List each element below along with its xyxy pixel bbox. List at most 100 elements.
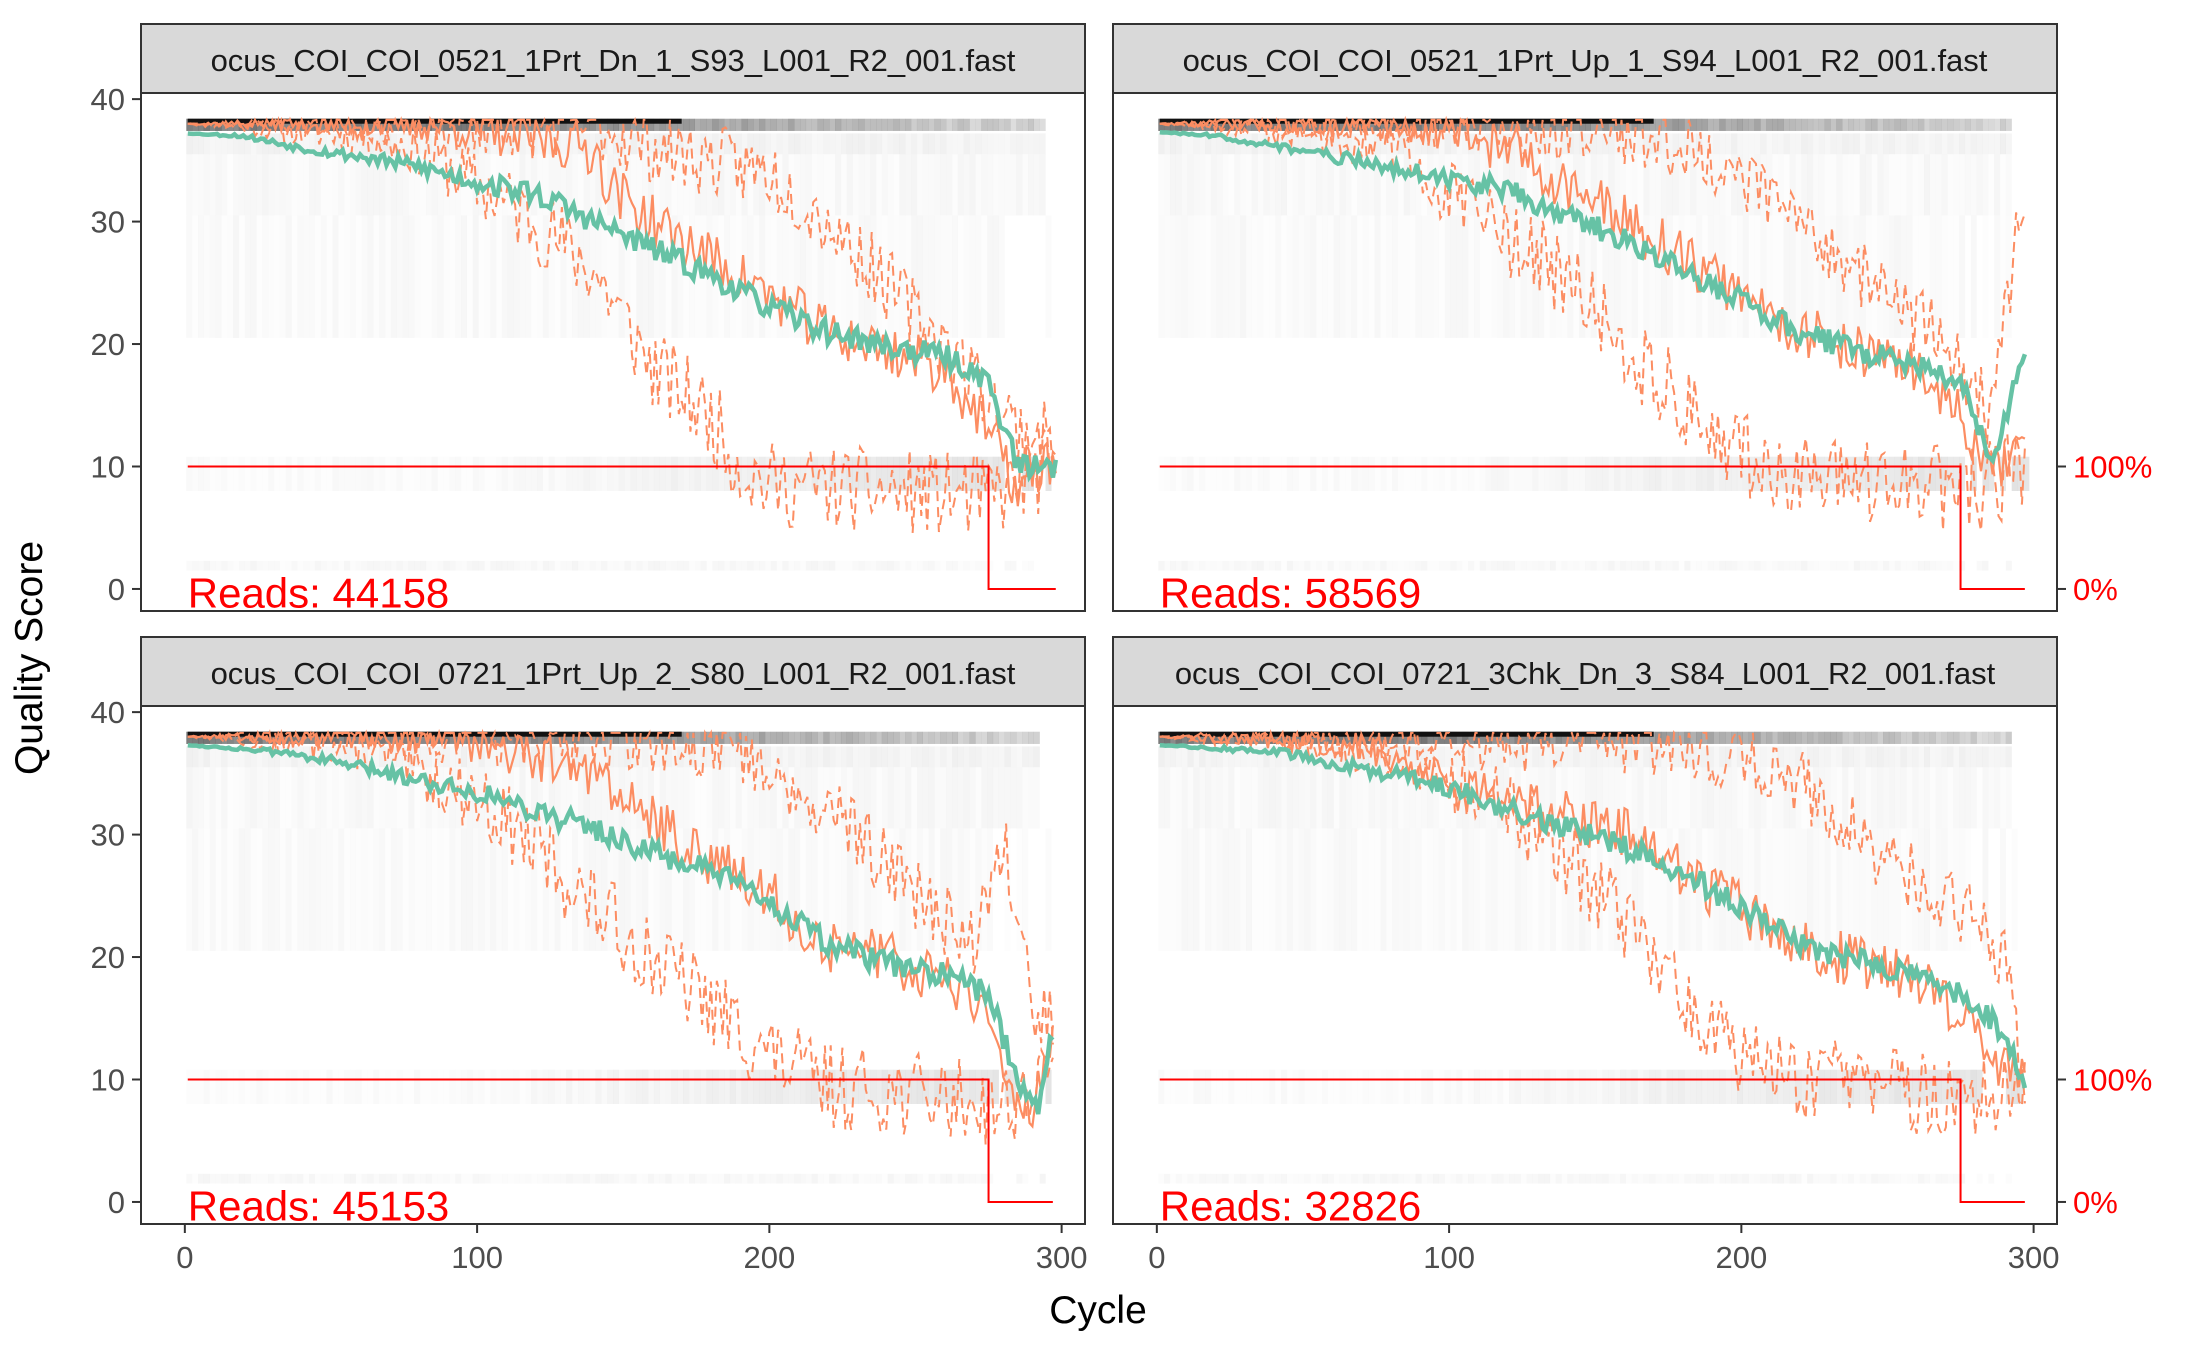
heatmap-cell <box>408 1070 414 1104</box>
heatmap-cell <box>1748 731 1755 744</box>
heatmap-cell <box>1016 731 1023 744</box>
heatmap-cell <box>1010 731 1017 744</box>
heatmap-cell <box>1351 133 1358 155</box>
heatmap-cell <box>1690 561 1696 571</box>
heatmap-cell <box>1217 457 1223 491</box>
heatmap-cell <box>1497 1069 1504 1104</box>
heatmap-cell <box>1022 731 1029 744</box>
heatmap-cell <box>1310 1070 1316 1104</box>
heatmap-cell <box>1310 456 1317 491</box>
heatmap-cell <box>881 731 888 744</box>
heatmap-cell <box>905 767 912 829</box>
heatmap-cell <box>1251 1173 1258 1184</box>
heatmap-cell <box>1310 767 1317 829</box>
heatmap-cell <box>724 731 731 744</box>
y-tick-label: 10 <box>91 1062 125 1097</box>
heatmap-cell <box>1918 133 1925 155</box>
heatmap-cell <box>607 731 614 744</box>
heatmap-cell <box>1039 118 1046 131</box>
heatmap-cell <box>1269 154 1276 216</box>
heatmap-cell <box>1871 1173 1878 1184</box>
heatmap-cell <box>841 154 847 215</box>
heatmap-cell <box>1883 828 1890 951</box>
heatmap-cell <box>186 154 193 216</box>
heatmap-cell <box>309 767 315 828</box>
heatmap-cell <box>1004 746 1011 768</box>
heatmap-cell <box>1480 457 1486 491</box>
heatmap-cell <box>747 746 754 768</box>
heatmap-cell <box>274 1070 280 1104</box>
heatmap-cell <box>1894 767 1901 829</box>
heatmap-cell <box>560 746 567 768</box>
heatmap-cell <box>876 154 882 215</box>
heatmap-cell <box>292 767 298 828</box>
heatmap-cell <box>957 731 964 744</box>
heatmap-cell <box>1696 154 1703 216</box>
heatmap-cell <box>1033 731 1040 744</box>
heatmap-cell <box>1953 767 1960 829</box>
heatmap-cell <box>1895 154 1901 215</box>
heatmap-cell <box>455 215 462 338</box>
heatmap-cell <box>1281 1069 1288 1104</box>
heatmap-cell <box>525 118 532 131</box>
heatmap-cell <box>899 133 906 155</box>
heatmap-cell <box>665 560 672 571</box>
heatmap-cell <box>466 1069 473 1104</box>
heatmap-cell <box>1906 746 1913 768</box>
y-axis-title: Quality Score <box>8 541 51 775</box>
heatmap-cell <box>437 215 444 338</box>
heatmap-cell <box>946 560 953 571</box>
heatmap-cell <box>297 767 304 829</box>
heatmap-cell <box>1596 133 1603 155</box>
heatmap-cell <box>753 154 760 216</box>
heatmap-cell <box>332 560 339 571</box>
heatmap-cell <box>1912 560 1919 571</box>
heatmap-cell <box>823 746 830 768</box>
heatmap-cell <box>1970 154 1977 216</box>
heatmap-cell <box>601 767 608 829</box>
heatmap-cell <box>1228 828 1235 951</box>
heatmap-cell <box>1258 457 1264 491</box>
heatmap-cell <box>683 1174 689 1184</box>
heatmap-cell <box>1573 746 1580 768</box>
heatmap-cell <box>1941 1173 1948 1184</box>
heatmap-cell <box>1783 560 1790 571</box>
heatmap-cell <box>1216 828 1223 951</box>
heatmap-cell <box>303 154 309 215</box>
heatmap-cell <box>818 154 824 215</box>
heatmap-cell <box>1497 215 1504 338</box>
heatmap-cell <box>1205 828 1212 951</box>
heatmap-cell <box>1187 828 1194 951</box>
heatmap-cell <box>835 561 841 571</box>
heatmap-cell <box>1222 828 1229 951</box>
heatmap-cell <box>373 828 380 951</box>
heatmap-cell <box>729 118 736 131</box>
heatmap-cell <box>853 154 859 215</box>
heatmap-cell <box>1801 215 1808 338</box>
heatmap-cell <box>268 1173 275 1184</box>
heatmap-cell <box>1375 457 1381 491</box>
heatmap-cell <box>1777 560 1784 571</box>
heatmap-cell <box>1696 1069 1703 1104</box>
heatmap-cell <box>1579 746 1586 768</box>
heatmap-cell <box>1959 560 1966 571</box>
heatmap-cell <box>653 1173 660 1184</box>
heatmap-cell <box>1953 1069 1960 1104</box>
heatmap-cell <box>245 457 251 491</box>
heatmap-cell <box>314 456 321 491</box>
heatmap-cell <box>285 731 292 744</box>
heatmap-cell <box>1684 1069 1691 1104</box>
heatmap-cell <box>1427 1069 1434 1104</box>
heatmap-cell <box>992 731 999 744</box>
heatmap-cell <box>1199 154 1206 216</box>
heatmap-cell <box>899 456 906 491</box>
heatmap-cell <box>671 1174 677 1184</box>
heatmap-cell <box>1813 828 1819 950</box>
heatmap-cell <box>501 133 508 155</box>
heatmap-cell <box>1649 561 1655 571</box>
heatmap-cell <box>1585 731 1591 744</box>
heatmap-cell <box>543 457 549 491</box>
heatmap-cell <box>192 767 199 829</box>
heatmap-cell <box>1304 215 1311 338</box>
heatmap-cell <box>1795 1069 1802 1104</box>
